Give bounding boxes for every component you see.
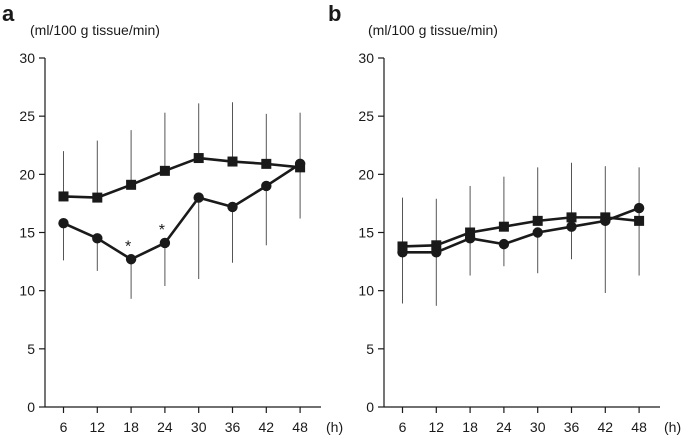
panel-a-y-unit-label: (ml/100 g tissue/min) [30,22,160,38]
panel-b-error-bars [402,162,640,306]
panel-b-lines [402,206,640,254]
panel-b-x-tick-label: 48 [631,419,647,435]
panel-a-circle-point [58,217,69,229]
panel-a-x-tick-label: 18 [123,419,139,435]
panel-b-x-ticks: 6 12 18 24 30 36 42 48 [399,407,647,435]
panel-a-significance-asterisk: * [159,222,165,239]
panel-b-circle-point [532,227,543,238]
panel-a-x-tick-label: 48 [292,419,308,435]
panel-a-y-tick-label: 15 [19,225,35,241]
panel-b-square-point [431,240,442,251]
panel-a-circle-point [92,233,103,244]
panel-b-circle-point [600,215,611,227]
panel-b-circle-point [566,221,577,232]
panel-b-circle-point [633,202,645,214]
panel-b: b (ml/100 g tissue/min) (h) 0 5 10 15 20 25 30… [328,1,681,435]
panel-a-y-tick-label: 5 [27,341,35,357]
panel-b-y-tick-label: 5 [366,341,374,357]
panel-b-square-point [566,212,577,223]
panel-b-x-tick-label: 18 [462,419,478,435]
panel-a-annotations: ** [125,222,165,255]
panel-a-circle-point [125,254,137,265]
panel-a-x-ticks: 6 12 18 24 30 36 42 48 [60,407,308,435]
panel-a: a (ml/100 g tissue/min) (h) 0 5 10 15 20 25 30… [2,1,343,435]
panel-b-y-tick-label: 30 [358,50,374,66]
panel-a-x-tick-label: 42 [259,419,275,435]
panel-a-x-unit-label: (h) [326,419,343,435]
panel-a-squares-series-line [63,156,301,199]
panel-b-y-ticks: 0 5 10 15 20 25 30 [358,50,384,415]
panel-a-circle-point [159,237,171,249]
panel-a-square-point [227,156,238,167]
panel-a-x-tick-label: 6 [60,419,68,435]
panel-a-y-tick-label: 30 [19,50,35,66]
panel-a-square-point [261,158,272,169]
panel-a-x-tick-label: 36 [225,419,241,435]
panel-b-y-tick-label: 25 [358,108,374,124]
panel-a-circle-point [193,192,204,203]
panel-a-lines [62,156,301,261]
panel-a-circle-point [227,201,238,213]
panel-b-markers [397,202,645,258]
panel-b-x-tick-label: 42 [598,419,614,435]
panel-a-circle-point [294,158,306,170]
panel-b-x-tick-label: 36 [564,419,580,435]
panel-b-circle-point [431,247,442,258]
panel-a-circle-point [261,180,272,192]
panel-b-circle-point [397,247,408,258]
panel-b-x-tick-label: 24 [496,419,512,435]
panel-a-square-point [92,192,103,203]
panel-a-significance-asterisk: * [125,238,131,255]
panel-b-y-tick-label: 20 [358,166,374,182]
panel-a-y-tick-label: 25 [19,108,35,124]
panel-a-x-tick-label: 30 [191,419,207,435]
panel-b-square-point [532,215,543,226]
panel-a-error-bars [63,102,301,299]
panel-a-x-tick-label: 12 [90,419,106,435]
panel-a-y-tick-label: 10 [19,283,35,299]
panel-a-y-tick-label: 0 [27,399,35,415]
panel-b-squares-series-line [402,216,640,248]
panel-b-label: b [328,1,341,26]
panel-b-circle-point [498,238,510,250]
panel-a-x-tick-label: 24 [157,419,173,435]
panel-b-circle-point [464,233,476,244]
panel-b-y-tick-label: 0 [366,399,374,415]
panel-b-x-tick-label: 6 [399,419,407,435]
panel-b-y-tick-label: 10 [358,283,374,299]
panel-b-y-tick-label: 15 [358,225,374,241]
panel-b-x-tick-label: 12 [429,419,445,435]
panel-b-x-tick-label: 30 [530,419,546,435]
panel-a-y-ticks: 0 5 10 15 20 25 30 [19,50,45,415]
panel-b-square-point [498,221,509,232]
panel-b-x-unit-label: (h) [664,419,681,435]
panel-a-square-point [193,153,204,164]
panel-a-y-tick-label: 20 [19,166,35,182]
panel-a-markers [58,153,306,265]
panel-a-label: a [2,1,15,26]
panel-b-square-point [397,241,408,252]
panel-b-y-unit-label: (ml/100 g tissue/min) [368,22,498,38]
panel-a-square-point [58,191,69,202]
panel-b-square-point [634,215,645,226]
panel-a-square-point [159,165,170,176]
panel-b-square-point [465,227,476,238]
panel-a-circles-series-line [62,162,301,261]
panel-b-circles-series-line [402,206,640,254]
panel-a-square-point [126,179,137,190]
